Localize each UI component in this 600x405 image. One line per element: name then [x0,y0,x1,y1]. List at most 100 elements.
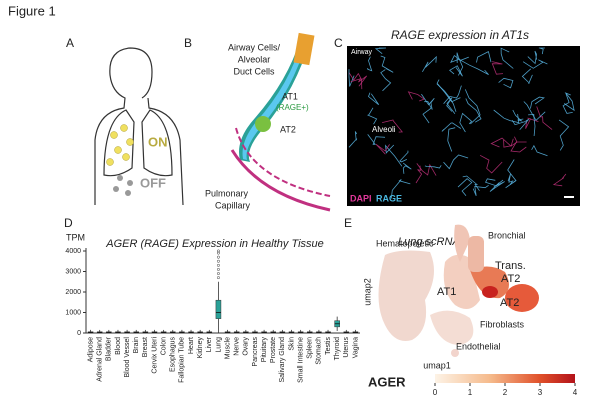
x-tick-label: Nerve [234,337,241,356]
cell-label: Duct Cells [233,66,275,76]
outlier [216,251,220,255]
tissue-signal [421,93,435,110]
body-outline [94,47,184,206]
umap [378,224,539,357]
outlier [216,249,220,253]
tissue-signal [449,65,463,77]
on-label: ON [148,134,168,149]
cluster-label: Endothelial [456,341,501,351]
micrograph [347,46,580,206]
x-tick-label: Heart [188,337,195,354]
tissue-signal [491,61,504,75]
colorbar-ticks: 0 1 2 3 4 [433,383,578,397]
x-tick-label: Prostate [270,337,277,363]
tissue-signal [510,136,527,153]
tissue-signal [422,101,432,124]
tissue-signal [459,112,473,133]
y-tick-label: 3000 [65,268,81,275]
panel-label: C [334,36,343,50]
colorbar [435,374,575,383]
x-tick-label: Skin [288,337,295,351]
cluster-label: AT1 [437,286,456,298]
capillary-label: Pulmonary [205,188,249,198]
colorbar-tick-label: 1 [468,388,473,397]
tissue-signal [527,50,538,65]
x-tick-label: Pituitary [261,337,268,363]
y-axis-label: TPM [66,232,85,242]
tissue-signal [424,165,442,169]
tissue-signal [489,181,505,192]
x-tick-label: Spleen [307,337,314,359]
tissue-signal [530,96,545,109]
alveolus-diagram [230,32,331,212]
tissue-signal [382,119,404,133]
y-tick-label: 1000 [65,309,81,316]
tissue-signal [507,173,514,185]
panel-label: A [66,36,74,50]
x-tick-label: Cervix Uteri [151,337,158,374]
tissue-signal [367,56,373,72]
tissue-signal [368,92,380,106]
x-tick-label: Brain [133,337,140,353]
tissue-signal [441,122,462,132]
tissue-signal [536,106,553,130]
tissue-signal [407,91,425,102]
tissue-signal [443,154,469,170]
tissue-signal [528,113,536,137]
tissue-signal [422,55,437,72]
tissue-signal [367,107,378,125]
outlier [216,268,220,271]
outlier [216,272,220,275]
x-tick-label: Small Intestine [297,337,304,383]
tissue-signal [380,55,394,73]
tissue-signal [552,173,567,187]
tissue-signal [522,59,548,69]
tissue-signal [446,97,456,115]
tissue-signal [348,47,575,199]
tissue-signal [375,143,390,155]
tissue-signal [476,51,492,63]
cell-label: Airway Cells/ [228,42,281,52]
outlier [216,259,220,263]
x-tick-label: Breast [142,337,149,357]
tissue-signal [464,89,481,125]
axis-label: umap1 [423,360,451,370]
tissue-signal [558,119,570,151]
tissue-signal [511,118,530,131]
tissue-signal [531,144,548,157]
x-tick-label: Fallopian Tube [179,337,186,383]
tissue-signal [415,165,423,184]
tissue-signal [538,47,545,55]
colorbar-tick-label: 0 [433,388,438,397]
tissue-signal [525,117,539,129]
x-tick-label: Muscle [224,337,231,359]
on-stars [106,124,134,166]
tissue-signal [447,127,456,152]
cluster-label: Trans. [495,260,526,272]
x-tick-label: Colon [160,337,167,355]
x-tick-label: Blood Vessel [124,337,131,378]
tissue-signal [348,131,358,148]
figure-title: Figure 1 [8,3,56,18]
x-tick-label: Esophagus [170,337,177,373]
tissue-signal [521,68,533,85]
tissue-signal [450,54,469,64]
axis-label: umap2 [362,278,372,306]
tissue-signal [390,179,411,199]
at2-label: AT2 [280,124,296,134]
x-tick-label: Ovary [243,337,250,356]
tissue-signal [402,162,412,174]
outlier [216,255,220,259]
y-tick-label: 0 [77,330,81,337]
tissue-signal [479,154,503,174]
tissue-signal [348,69,355,87]
airway-label: Airway [351,49,373,56]
off-dots [113,175,133,196]
tissue-signal [512,109,524,122]
tissue-signal [374,47,387,55]
alveoli-label: Alveoli [372,125,396,134]
tissue-signal [399,150,409,163]
x-tick-label: Lung [215,337,222,353]
tissue-signal [500,47,514,69]
panel-label: B [184,36,192,50]
